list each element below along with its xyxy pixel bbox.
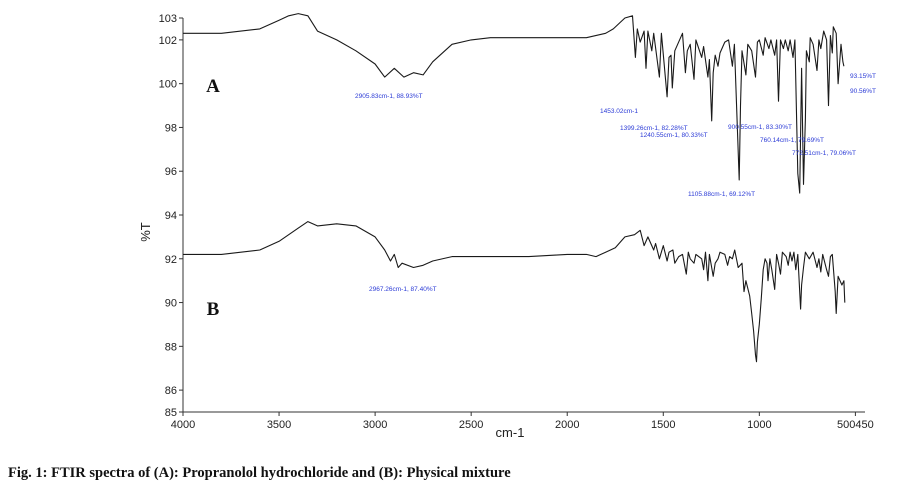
y-tick-label: 98 — [165, 122, 177, 134]
series-line-b — [183, 221, 846, 363]
peak-annotation: 1105.88cm-1, 69.12%T — [688, 191, 755, 198]
peak-annotation: 760.14cm-1, 79.69%T — [760, 137, 824, 144]
x-tick-label: 1000 — [747, 419, 771, 431]
y-tick-label: 100 — [159, 79, 177, 91]
y-tick-label: 94 — [165, 210, 177, 222]
series-line-a — [183, 13, 845, 194]
y-tick-label: 90 — [165, 298, 177, 310]
peak-annotation: 2905.83cm-1, 88.93%T — [355, 93, 423, 100]
y-tick-label: 103 — [159, 13, 177, 25]
y-tick-label: 85 — [165, 407, 177, 419]
x-tick-label: 2000 — [555, 419, 579, 431]
peak-annotation: 2967.26cm-1, 87.40%T — [369, 286, 437, 293]
figure-caption: Fig. 1: FTIR spectra of (A): Propranolol… — [8, 465, 511, 481]
peak-annotation: 93.15%T — [850, 73, 876, 80]
y-tick-label: 86 — [165, 385, 177, 397]
peak-annotation: 900.55cm-1, 83.30%T — [728, 124, 792, 131]
y-tick-label: 96 — [165, 166, 177, 178]
y-tick-label: 92 — [165, 254, 177, 266]
x-tick-label: 2500 — [459, 419, 483, 431]
x-tick-label: 3000 — [363, 419, 387, 431]
peak-annotation: 90.56%T — [850, 88, 876, 95]
y-tick-label: 102 — [159, 35, 177, 47]
y-axis-label: %T — [138, 222, 153, 242]
panel-label-b: B — [207, 299, 220, 320]
peak-annotation: 772.51cm-1, 79.06%T — [792, 150, 856, 157]
x-tick-label: 4000 — [171, 419, 195, 431]
panel-label-a: A — [206, 76, 220, 97]
ftir-chart: 85 86 88 90 92 94 96 98 100 102 103 4000 3500 3000 250… — [138, 13, 876, 440]
peak-annotation: 1240.55cm-1, 80.33%T — [640, 132, 708, 139]
peak-annotation: 1453.02cm-1 — [600, 108, 638, 115]
x-axis-label: cm-1 — [496, 425, 525, 440]
x-tick-label: 1500 — [651, 419, 675, 431]
x-tick-label: 3500 — [267, 419, 291, 431]
y-tick-label: 88 — [165, 341, 177, 353]
x-tick-label: 500450 — [837, 419, 874, 431]
peak-annotation: 1399.26cm-1, 82.28%T — [620, 125, 688, 132]
